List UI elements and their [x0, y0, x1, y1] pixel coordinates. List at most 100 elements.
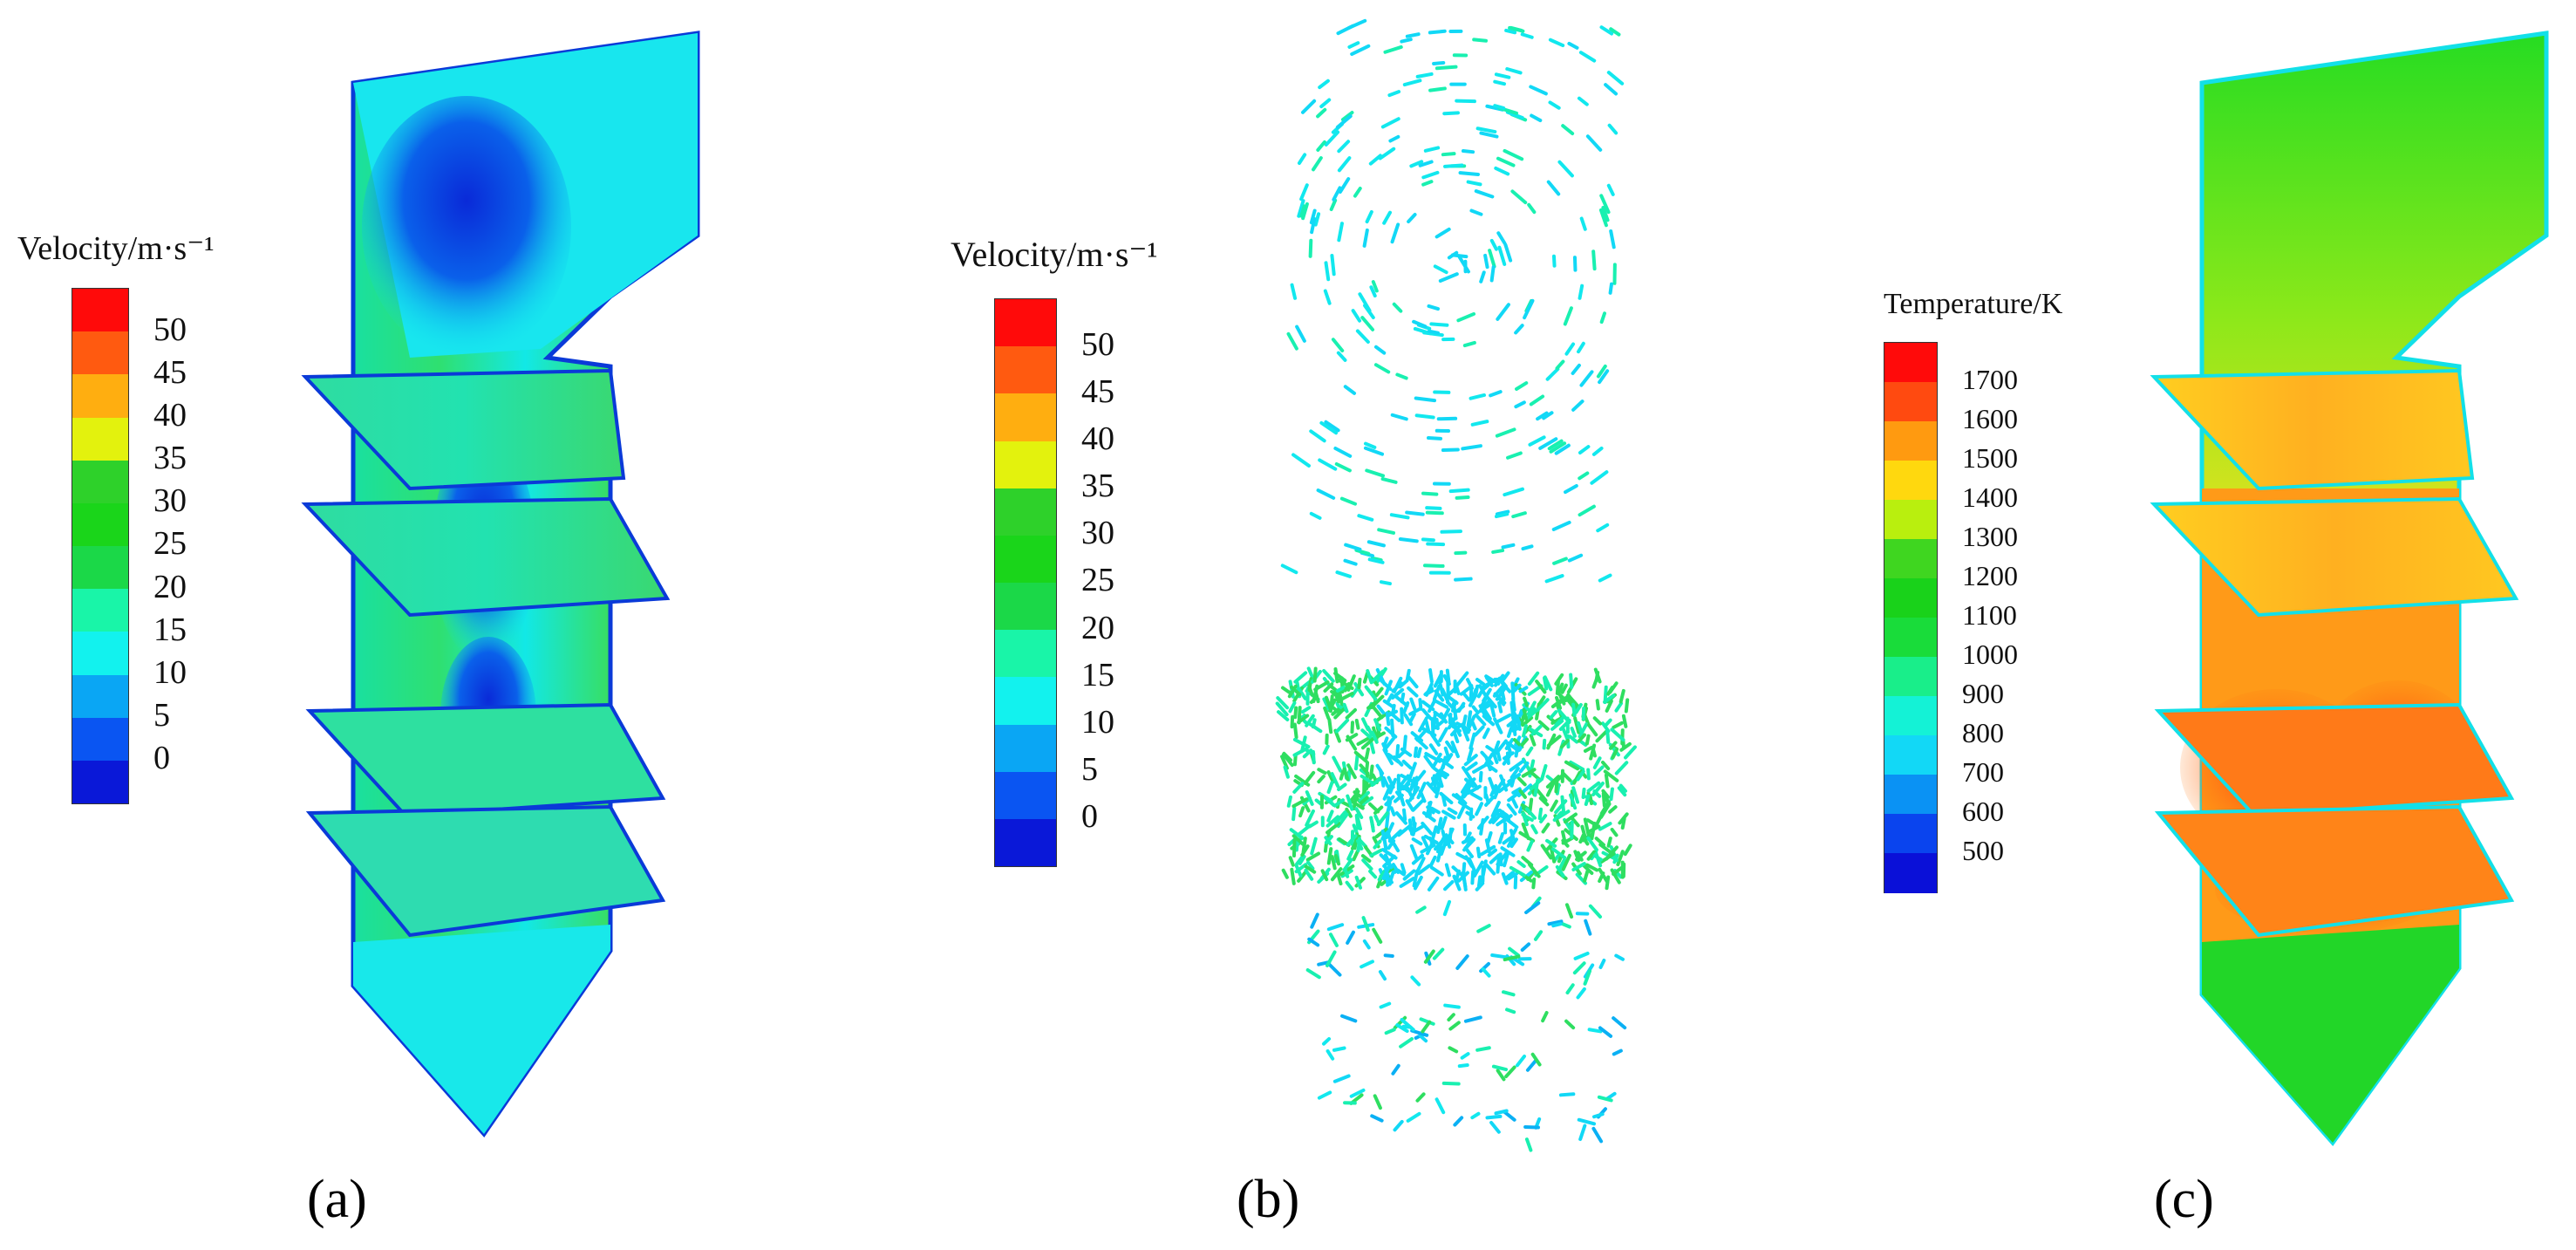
velocity-vector — [1380, 117, 1400, 129]
velocity-vector — [1343, 681, 1351, 693]
legend-tick-label: 45 — [153, 353, 187, 391]
velocity-vector — [1434, 689, 1445, 702]
velocity-vector — [1290, 714, 1295, 729]
velocity-vector — [1457, 1062, 1469, 1069]
velocity-vector — [1503, 871, 1515, 881]
velocity-vector — [1370, 556, 1383, 563]
velocity-vector — [1369, 848, 1383, 857]
velocity-vector — [1610, 727, 1625, 742]
velocity-vector — [1596, 364, 1607, 379]
velocity-vector — [1620, 816, 1626, 830]
velocity-vector — [1360, 960, 1374, 969]
velocity-vector — [1326, 809, 1334, 823]
panel-c-temperature-contour: Temperature/K 1700 1600 1500 1400 1300 1200 11… — [1718, 0, 2576, 1250]
velocity-vector — [1565, 983, 1575, 995]
velocity-vector — [1546, 734, 1562, 748]
velocity-vector — [1399, 1037, 1414, 1048]
legend-swatch — [72, 502, 128, 547]
velocity-vector — [1475, 802, 1484, 816]
velocity-vector — [1374, 686, 1384, 698]
velocity-vector — [1328, 932, 1339, 947]
velocity-vector — [1326, 923, 1345, 932]
legend-tick-label: 0 — [153, 740, 170, 777]
velocity-vector — [1416, 747, 1422, 759]
velocity-vector — [1395, 743, 1400, 759]
legend-swatch — [995, 818, 1056, 867]
velocity-vector — [1497, 245, 1507, 266]
velocity-vector — [1614, 953, 1625, 961]
velocity-vector — [1505, 67, 1523, 75]
velocity-vector — [1594, 837, 1605, 847]
legend-swatch — [995, 535, 1056, 584]
velocity-vector — [1297, 714, 1310, 725]
velocity-vector — [1293, 835, 1304, 851]
velocity-vector — [1440, 816, 1448, 830]
velocity-vector — [1384, 736, 1395, 749]
velocity-vector — [1503, 148, 1524, 161]
velocity-vector — [1583, 969, 1592, 986]
legend-tick-label: 20 — [1081, 609, 1114, 646]
velocity-vector — [1366, 669, 1373, 685]
velocity-vector — [1450, 253, 1469, 259]
velocity-vector — [1337, 782, 1347, 791]
velocity-vector — [1554, 777, 1559, 794]
velocity-vector — [1378, 970, 1387, 981]
velocity-vector — [1603, 718, 1612, 728]
velocity-vector — [1364, 685, 1378, 701]
legend-swatch — [995, 771, 1056, 820]
legend-swatch — [1884, 382, 1937, 422]
velocity-vector — [1530, 1052, 1542, 1067]
velocity-vector — [1402, 79, 1422, 87]
velocity-vector — [1410, 1028, 1429, 1037]
velocity-vector — [1552, 557, 1568, 565]
velocity-vector — [1529, 394, 1545, 406]
velocity-vector — [1507, 791, 1520, 803]
velocity-vector — [1436, 816, 1443, 835]
velocity-vector — [1523, 715, 1534, 726]
velocity-vector — [1592, 1112, 1605, 1119]
velocity-vector — [1382, 784, 1393, 801]
velocity-vector — [1578, 504, 1596, 517]
velocity-vector — [1361, 858, 1373, 871]
velocity-vector — [1493, 79, 1507, 86]
velocity-vector — [1412, 319, 1428, 329]
velocity-vector — [1549, 710, 1558, 720]
velocity-vector — [1354, 875, 1362, 890]
velocity-vector — [1291, 838, 1297, 858]
velocity-vector — [1402, 734, 1407, 755]
velocity-vector — [1325, 1048, 1335, 1061]
velocity-vector — [1333, 447, 1353, 458]
velocity-vector — [1430, 733, 1441, 747]
section-plane — [305, 702, 666, 818]
velocity-vector — [1423, 755, 1435, 769]
velocity-vector — [1503, 1110, 1516, 1122]
velocity-vector — [1454, 550, 1468, 556]
velocity-vector — [1366, 540, 1386, 548]
velocity-vector — [1398, 536, 1419, 543]
velocity-vector — [1527, 202, 1537, 215]
velocity-vector — [1614, 761, 1629, 775]
velocity-vector — [1340, 111, 1354, 122]
velocity-vector — [1289, 828, 1305, 840]
velocity-vector — [1414, 396, 1437, 403]
velocity-vector — [1360, 316, 1375, 331]
velocity-vector — [1545, 775, 1561, 789]
velocity-vector — [1413, 746, 1419, 758]
velocity-vector — [1544, 574, 1564, 584]
velocity-vector — [1511, 787, 1522, 795]
velocity-vector — [1370, 1114, 1384, 1123]
velocity-vector — [1547, 919, 1564, 926]
velocity-vector — [1598, 1026, 1613, 1038]
legend-tick-label: 45 — [1081, 372, 1114, 410]
legend-tick-label: 50 — [153, 311, 187, 348]
velocity-vector — [1342, 702, 1349, 714]
velocity-vector — [1599, 194, 1611, 215]
velocity-vector — [1324, 261, 1331, 282]
velocity-vector — [1426, 841, 1435, 856]
velocity-vector — [1360, 774, 1376, 786]
velocity-vector — [1421, 836, 1431, 852]
velocity-vector — [1443, 746, 1451, 760]
velocity-vector — [1510, 189, 1528, 205]
velocity-vector — [1504, 28, 1517, 35]
velocity-vector — [1426, 781, 1437, 794]
